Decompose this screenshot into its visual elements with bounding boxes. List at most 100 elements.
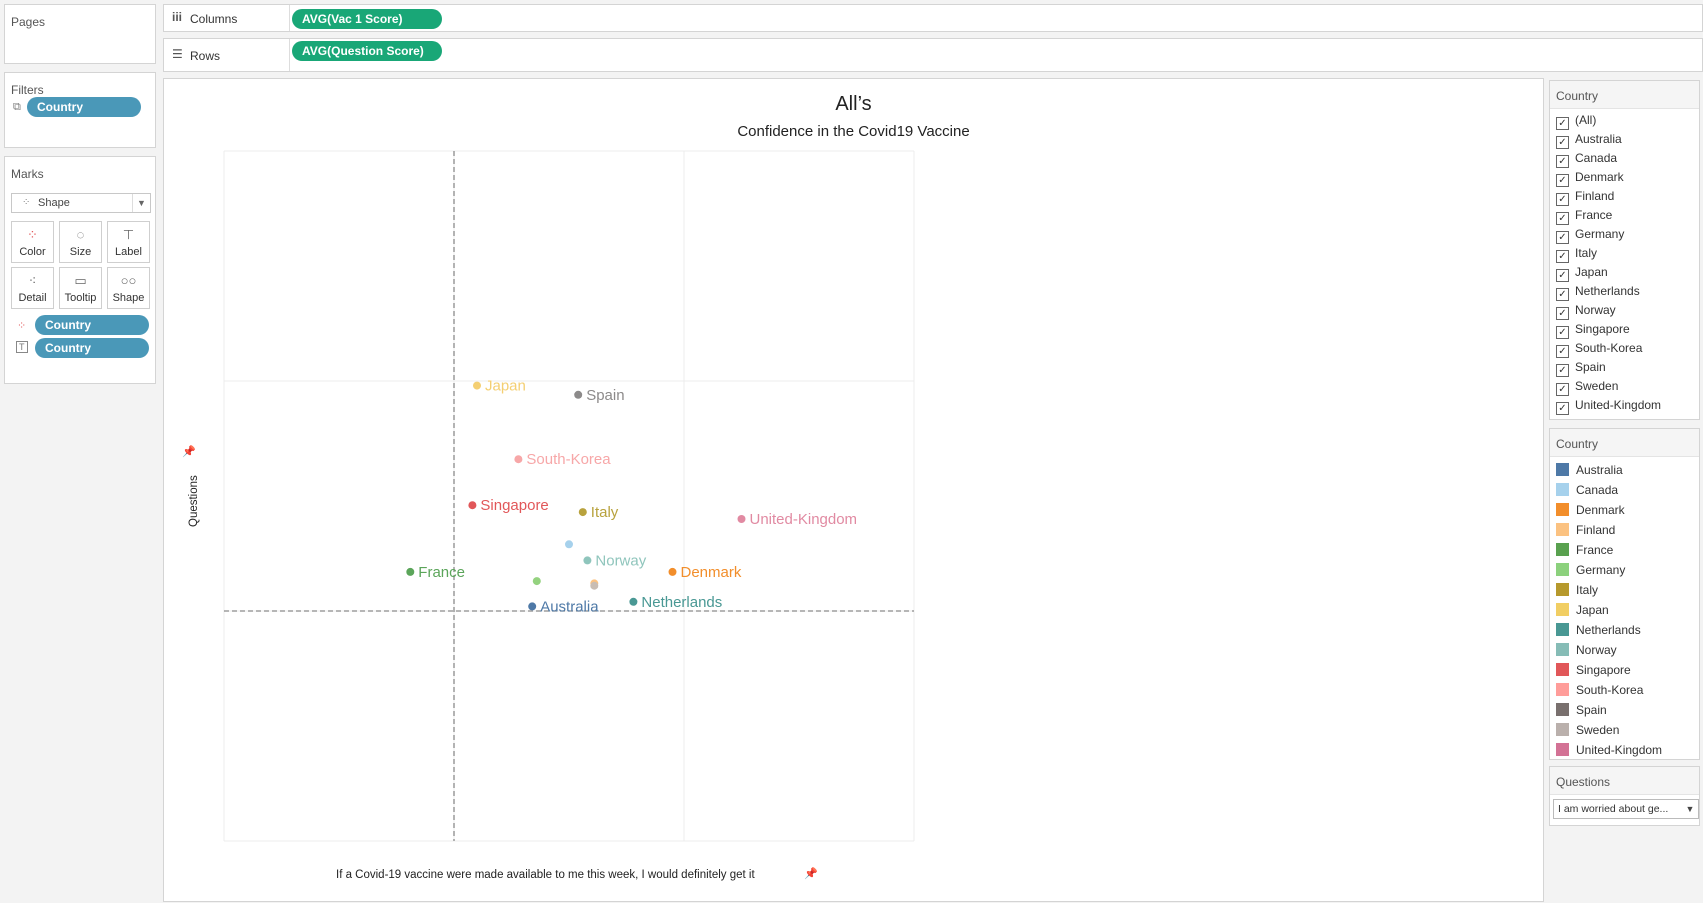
legend-item[interactable]: Finland <box>1556 523 1615 541</box>
legend-item-label: United-Kingdom <box>1576 743 1663 757</box>
data-point-japan[interactable] <box>473 381 481 390</box>
country-filter-item[interactable]: ✓ Australia <box>1556 132 1622 150</box>
marks-size-button[interactable]: ◌ Size <box>59 221 102 263</box>
legend-item[interactable]: Norway <box>1556 643 1617 661</box>
country-filter-item[interactable]: ✓ Finland <box>1556 189 1614 207</box>
checkbox-checked-icon[interactable]: ✓ <box>1556 212 1569 225</box>
legend-item[interactable]: United-Kingdom <box>1556 743 1662 761</box>
checkbox-checked-icon[interactable]: ✓ <box>1556 345 1569 358</box>
pin-icon[interactable]: 📌 <box>182 446 196 458</box>
marks-label-button[interactable]: ⊤ Label <box>107 221 150 263</box>
data-point-united-kingdom[interactable] <box>737 515 746 523</box>
checkbox-checked-icon[interactable]: ✓ <box>1556 364 1569 377</box>
data-point-germany[interactable] <box>532 577 541 586</box>
checkbox-checked-icon[interactable]: ✓ <box>1556 250 1569 263</box>
legend-item[interactable]: Canada <box>1556 483 1618 501</box>
checkbox-checked-icon[interactable]: ✓ <box>1556 231 1569 244</box>
checkbox-checked-icon[interactable]: ✓ <box>1556 117 1569 130</box>
legend-item[interactable]: Singapore <box>1556 663 1631 681</box>
country-filter-item[interactable]: ✓ Canada <box>1556 151 1617 169</box>
data-point-singapore[interactable] <box>468 501 477 510</box>
country-filter-item[interactable]: ✓ Denmark <box>1556 170 1624 188</box>
checkbox-checked-icon[interactable]: ✓ <box>1556 269 1569 282</box>
country-filter-item[interactable]: ✓ Germany <box>1556 227 1624 245</box>
data-point-spain[interactable] <box>574 390 583 399</box>
country-filter-item-label: (All) <box>1575 113 1597 127</box>
legend-item[interactable]: South-Korea <box>1556 683 1643 701</box>
filters-card: Filters ⧉ Country <box>4 72 156 148</box>
checkbox-checked-icon[interactable]: ✓ <box>1556 383 1569 396</box>
scatter-plot[interactable]: Japan Spain South-Korea Singapore Italy Unite… <box>164 79 1545 903</box>
marks-pill-country-color[interactable]: Country <box>35 315 149 335</box>
text-label-icon: ⊤ <box>122 227 135 242</box>
data-point-sweden[interactable] <box>590 581 599 590</box>
data-label-australia: Australia <box>540 598 599 615</box>
country-filter-item[interactable]: ✓ Netherlands <box>1556 284 1640 302</box>
legend-swatch <box>1556 463 1569 476</box>
country-filter-item[interactable]: ✓ Norway <box>1556 303 1616 321</box>
country-filter-item[interactable]: ✓ (All) <box>1556 113 1596 131</box>
data-point-denmark[interactable] <box>668 567 677 576</box>
legend-item[interactable]: Germany <box>1556 563 1625 581</box>
columns-label: Columns <box>190 12 238 26</box>
pin-icon[interactable]: 📌 <box>804 868 818 880</box>
checkbox-checked-icon[interactable]: ✓ <box>1556 326 1569 339</box>
legend-item[interactable]: Spain <box>1556 703 1607 721</box>
data-point-france[interactable] <box>406 567 415 576</box>
marks-tooltip-button[interactable]: ▭ Tooltip <box>59 267 102 309</box>
legend-item[interactable]: France <box>1556 543 1613 561</box>
marks-shape-label: Shape <box>112 292 145 304</box>
legend-item[interactable]: Italy <box>1556 583 1598 601</box>
questions-dropdown[interactable]: I am worried about ge... ▼ <box>1553 799 1699 819</box>
data-point-netherlands[interactable] <box>629 597 638 606</box>
legend-item-label: Singapore <box>1576 663 1631 677</box>
marks-shape-button[interactable]: ○○ Shape <box>107 267 150 309</box>
country-filter-item-label: France <box>1575 208 1613 222</box>
legend-item[interactable]: Denmark <box>1556 503 1625 521</box>
country-filter-item[interactable]: ✓ Singapore <box>1556 322 1630 340</box>
country-filter-item[interactable]: ✓ France <box>1556 208 1612 226</box>
data-point-australia[interactable] <box>528 602 537 611</box>
legend-item[interactable]: Japan <box>1556 603 1609 621</box>
checkbox-checked-icon[interactable]: ✓ <box>1556 402 1569 415</box>
country-filter-card: Country ✓ (All) ✓ Australia ✓ Canada ✓ Denmark ✓… <box>1549 80 1700 420</box>
columns-shelf: iii Columns AVG(Vac 1 Score) <box>163 4 1703 32</box>
checkbox-checked-icon[interactable]: ✓ <box>1556 174 1569 187</box>
data-point-canada[interactable] <box>565 540 573 549</box>
marks-detail-label: Detail <box>18 292 47 304</box>
chart-subtitle: Confidence in the Covid19 Vaccine <box>737 123 970 140</box>
checkbox-checked-icon[interactable]: ✓ <box>1556 307 1569 320</box>
country-filter-item[interactable]: ✓ South-Korea <box>1556 341 1642 359</box>
country-filter-item-label: Italy <box>1575 246 1598 260</box>
filter-pill-country[interactable]: Country <box>27 97 141 117</box>
questions-parameter-card: Questions I am worried about ge... ▼ <box>1549 766 1700 826</box>
rows-pill[interactable]: AVG(Question Score) <box>292 41 442 61</box>
marks-card: Marks ⁘ Shape ▼ ⁘ Color ◌ Size ⊤ Label ⁖… <box>4 156 156 384</box>
columns-pill[interactable]: AVG(Vac 1 Score) <box>292 9 442 29</box>
questions-dropdown-value: I am worried about ge... <box>1558 803 1669 815</box>
country-filter-item[interactable]: ✓ Sweden <box>1556 379 1618 397</box>
checkbox-checked-icon[interactable]: ✓ <box>1556 155 1569 168</box>
legend-item[interactable]: Australia <box>1556 463 1623 481</box>
checkbox-checked-icon[interactable]: ✓ <box>1556 136 1569 149</box>
country-filter-item[interactable]: ✓ Japan <box>1556 265 1608 283</box>
data-point-norway[interactable] <box>583 556 592 565</box>
country-filter-title: Country <box>1550 81 1699 109</box>
country-filter-item[interactable]: ✓ Spain <box>1556 360 1606 378</box>
data-point-italy[interactable] <box>578 508 587 517</box>
legend-item[interactable]: Netherlands <box>1556 623 1641 641</box>
country-filter-item[interactable]: ✓ United-Kingdom <box>1556 398 1661 416</box>
data-point-south-korea[interactable] <box>514 455 523 464</box>
checkbox-checked-icon[interactable]: ✓ <box>1556 288 1569 301</box>
color-encoding-icon: ⁘ <box>17 320 27 332</box>
legend-item-label: Netherlands <box>1576 623 1641 637</box>
checkbox-checked-icon[interactable]: ✓ <box>1556 193 1569 206</box>
marks-color-button[interactable]: ⁘ Color <box>11 221 54 263</box>
country-filter-item[interactable]: ✓ Italy <box>1556 246 1597 264</box>
marks-pill-country-label[interactable]: Country <box>35 338 149 358</box>
marks-label-label: Label <box>115 246 142 258</box>
marks-detail-button[interactable]: ⁖ Detail <box>11 267 54 309</box>
mark-type-dropdown[interactable]: ⁘ Shape ▼ <box>11 193 151 213</box>
rows-icon: ☰ <box>172 47 183 61</box>
legend-item[interactable]: Sweden <box>1556 723 1619 741</box>
